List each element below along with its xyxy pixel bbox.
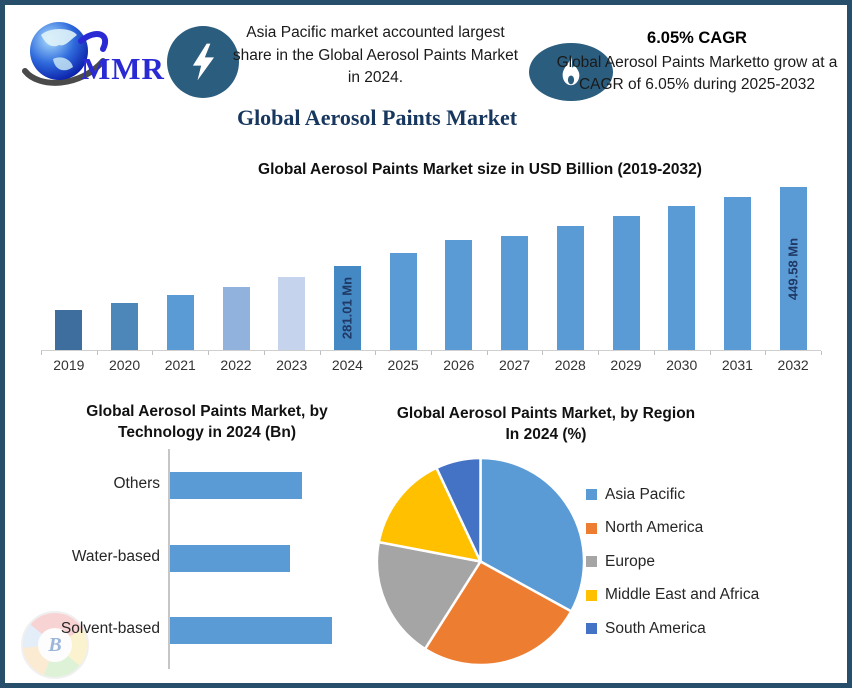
bar-2028 <box>556 226 584 350</box>
x-tick-label-2023: 2023 <box>276 357 308 373</box>
market-size-x-axis <box>41 350 821 351</box>
bar-2020 <box>111 303 139 350</box>
bar-2023 <box>278 277 306 350</box>
legend-label: Asia Pacific <box>605 485 686 503</box>
bar-2031 <box>723 197 751 350</box>
bar-2030 <box>668 206 696 350</box>
x-tick-label-2032: 2032 <box>777 357 809 373</box>
axis-tick <box>152 351 154 355</box>
x-tick-label-2030: 2030 <box>666 357 698 373</box>
x-tick-label-2026: 2026 <box>443 357 475 373</box>
legend-swatch <box>586 623 597 634</box>
x-tick-label-2029: 2029 <box>610 357 642 373</box>
x-tick-label-2021: 2021 <box>164 357 196 373</box>
legend-label: North America <box>605 519 704 536</box>
axis-tick <box>542 351 544 355</box>
pie-slice-europe <box>375 540 482 651</box>
pie-slice-north-america <box>423 560 573 667</box>
axis-tick <box>765 351 767 355</box>
bar-2029 <box>612 216 640 350</box>
legend-item-middle-east-and-africa: Middle East and Africa <box>586 585 759 606</box>
bar-2032: 449.58 Mn <box>779 187 807 350</box>
page-title: Global Aerosol Paints Market <box>236 105 518 130</box>
bar-2019 <box>55 310 83 350</box>
cagr-block: 6.05% CAGR Global Aerosol Paints Markett… <box>545 29 847 96</box>
axis-tick <box>821 351 822 355</box>
axis-tick <box>208 351 210 355</box>
bar-2024: 281.01 Mn <box>333 266 361 350</box>
logo-text: MMR <box>81 51 165 86</box>
bar-2027 <box>501 236 529 350</box>
axis-tick <box>431 351 432 355</box>
pie-slice-asia-pacific <box>479 456 586 613</box>
pie-slice-south-america <box>435 456 482 563</box>
technology-chart-title: Global Aerosol Paints Market, by Technol… <box>86 403 328 441</box>
axis-tick <box>319 351 321 355</box>
legend-item-europe: Europe <box>586 551 759 572</box>
globe-icon <box>22 22 108 86</box>
bar-value-label-2024: 281.01 Mn <box>339 276 355 340</box>
bar-2026 <box>445 240 473 350</box>
flame-badge <box>529 43 613 101</box>
tech-label-others: Others <box>113 475 160 492</box>
x-tick-label-2031: 2031 <box>721 357 753 373</box>
bar-value-label-2032: 449.58 Mn <box>785 237 801 300</box>
axis-tick <box>598 351 600 355</box>
cagr-text: Global Aerosol Paints Marketto grow at a… <box>556 54 838 93</box>
x-tick-label-2019: 2019 <box>53 357 85 373</box>
tech-label-water-based: Water-based <box>71 548 160 565</box>
cagr-heading: 6.05% CAGR <box>647 29 747 47</box>
x-tick-label-2025: 2025 <box>387 357 419 373</box>
x-tick-label-2022: 2022 <box>220 357 252 373</box>
tech-bar-solvent-based <box>170 617 332 644</box>
axis-tick <box>709 351 711 355</box>
watermark-letter: B <box>38 628 72 662</box>
x-tick-label-2028: 2028 <box>554 357 586 373</box>
bar-2025 <box>389 253 417 350</box>
axis-tick <box>96 351 98 355</box>
legend-swatch <box>586 522 597 534</box>
legend-swatch <box>586 489 597 500</box>
legend-item-south-america: South America <box>586 618 759 639</box>
x-tick-label-2024: 2024 <box>331 357 363 373</box>
axis-tick <box>375 351 377 355</box>
legend-label: Middle East and Africa <box>605 586 760 603</box>
lightning-badge <box>167 26 239 98</box>
legend-swatch <box>586 589 597 601</box>
tech-label-solvent-based: Solvent-based <box>60 620 160 637</box>
region-pie-chart <box>375 456 586 667</box>
x-tick-label-2020: 2020 <box>108 357 141 373</box>
tech-bar-water-based <box>170 545 290 572</box>
bar-2021 <box>166 295 194 350</box>
legend-swatch <box>586 556 597 567</box>
legend-label: Europe <box>605 552 655 570</box>
bar-2022 <box>222 287 250 350</box>
legend-label: South America <box>605 619 706 637</box>
axis-tick <box>486 351 488 355</box>
tech-bar-others <box>170 472 302 499</box>
region-pie-legend: Asia Pacific North America Europe Middle Ea… <box>586 484 759 652</box>
market-size-chart-title: Global Aerosol Paints Market size in USD… <box>258 161 702 178</box>
mmr-logo: MMR <box>19 15 179 101</box>
technology-y-axis <box>168 449 170 669</box>
region-chart-title: Global Aerosol Paints Market, by Region … <box>396 405 696 443</box>
highlight-text: Asia Pacific market accounted largest sh… <box>232 24 519 86</box>
lightning-icon <box>192 43 215 81</box>
legend-item-asia-pacific: Asia Pacific <box>586 484 759 505</box>
x-tick-label-2027: 2027 <box>498 357 531 373</box>
axis-tick <box>653 351 655 355</box>
pie-slice-middle-east-and-africa <box>377 466 482 563</box>
axis-tick <box>41 351 42 355</box>
axis-tick <box>263 351 265 355</box>
legend-item-north-america: North America <box>586 518 759 539</box>
flame-icon <box>562 57 580 86</box>
watermark-logo: B <box>21 611 89 679</box>
